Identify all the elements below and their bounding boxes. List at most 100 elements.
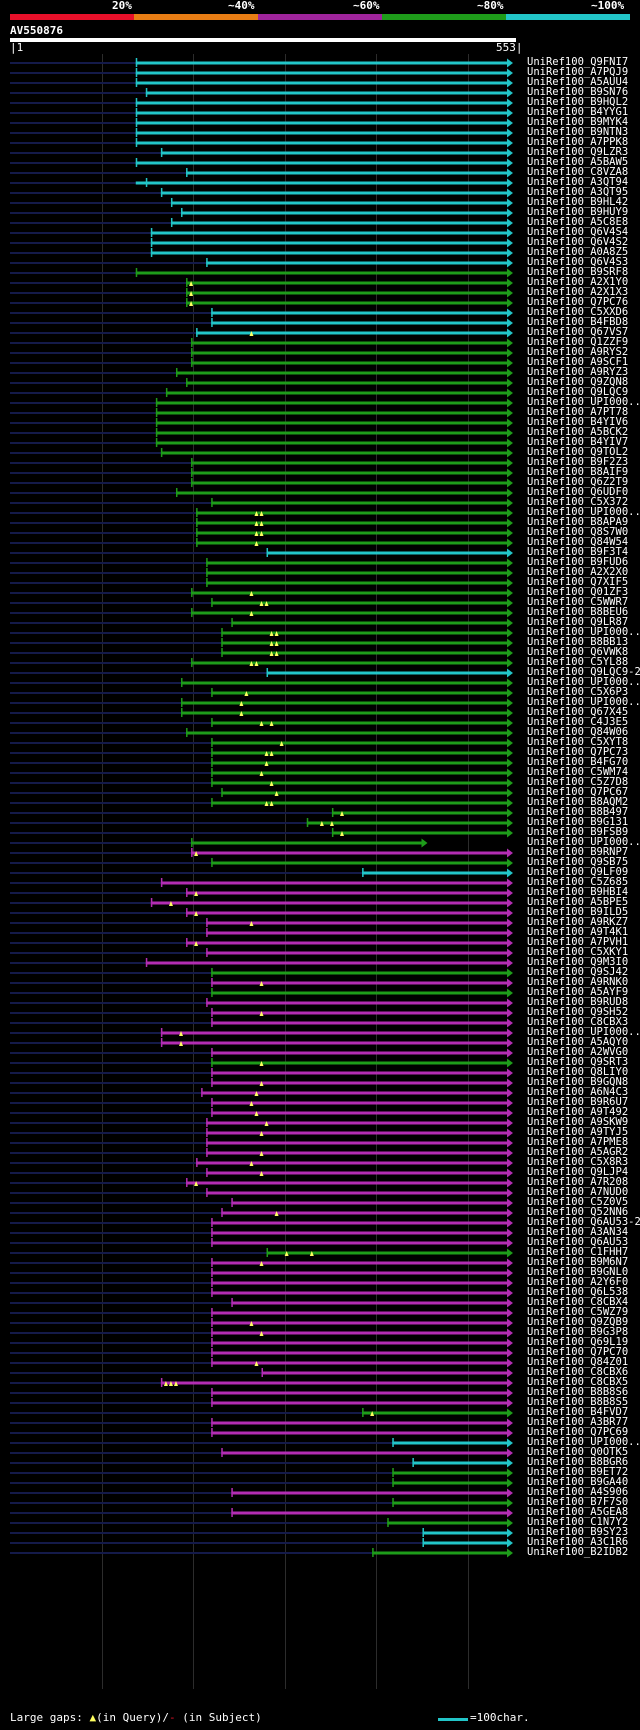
hit-row[interactable]: UniRef100_UPI000.. — [0, 396, 640, 408]
hit-row[interactable]: UniRef100_A7PPK8 — [0, 137, 640, 148]
hit-row[interactable]: UniRef100_Q9TOL2 — [0, 446, 640, 458]
hit-label[interactable]: UniRef100_A2Y6F0 — [527, 1276, 629, 1288]
hit-row[interactable]: UniRef100_A3BR77 — [0, 1417, 640, 1428]
hit-label[interactable]: UniRef100_A5BPE5 — [527, 896, 629, 908]
hit-row[interactable]: UniRef100_B9R6U7 — [0, 1097, 640, 1108]
hit-row[interactable]: UniRef100_B9ET72 — [0, 1467, 640, 1478]
hit-label[interactable]: UniRef100_C5Z0V5 — [527, 1196, 629, 1208]
hit-label[interactable]: UniRef100_Q84W54 — [527, 536, 629, 548]
hit-label[interactable]: UniRef100_Q9SH52 — [527, 1006, 629, 1018]
hit-label[interactable]: UniRef100_C5Z685 — [527, 876, 629, 888]
hit-row[interactable]: UniRef100_Q69L19 — [0, 1337, 640, 1348]
hit-label[interactable]: UniRef100_A2X2X0 — [527, 566, 629, 578]
hit-label[interactable]: UniRef100_B9F3T4 — [527, 546, 629, 558]
hit-row[interactable]: UniRef100_Q9ZQB9 — [0, 1317, 640, 1328]
hit-row[interactable]: UniRef100_Q7PC76 — [0, 297, 640, 308]
hit-row[interactable]: UniRef100_C5XKY1 — [0, 947, 640, 958]
hit-label[interactable]: UniRef100_B8BB13 — [527, 636, 629, 648]
hit-row[interactable]: UniRef100_B9NTN3 — [0, 127, 640, 138]
hit-row[interactable]: UniRef100_A7PQJ9 — [0, 67, 640, 78]
hit-label[interactable]: UniRef100_B4YYG1 — [527, 106, 629, 118]
hit-row[interactable]: UniRef100_B9HQL2 — [0, 97, 640, 108]
hit-row[interactable]: UniRef100_C5XXD6 — [0, 306, 640, 318]
hit-label[interactable]: UniRef100_A3QT94 — [527, 176, 629, 188]
hit-label[interactable]: UniRef100_C5X372 — [527, 496, 629, 508]
hit-row[interactable]: UniRef100_A5AGR2 — [0, 1147, 640, 1158]
hit-row[interactable]: UniRef100_Q9LJP4 — [0, 1166, 640, 1178]
hit-label[interactable]: UniRef100_B4FBD8 — [527, 316, 629, 328]
hit-row[interactable]: UniRef100_B8AQM2 — [0, 797, 640, 808]
hit-label[interactable]: UniRef100_C5WM74 — [527, 766, 629, 778]
hit-label[interactable]: UniRef100_A0A8Z5 — [527, 246, 629, 258]
hit-row[interactable]: UniRef100_Q6UDF0 — [0, 487, 640, 498]
hit-row[interactable]: UniRef100_Q9SB75 — [0, 857, 640, 868]
hit-row[interactable]: UniRef100_C5X6P3 — [0, 686, 640, 698]
hit-row[interactable]: UniRef100_C8CBX4 — [0, 1296, 640, 1308]
hit-label[interactable]: UniRef100_Q9TOL2 — [527, 446, 629, 458]
hit-label[interactable]: UniRef100_A9SKW9 — [527, 1116, 629, 1128]
hit-label[interactable]: UniRef100_Q6AU53 — [527, 1236, 629, 1248]
hit-row[interactable]: UniRef100_B9SRF8 — [0, 266, 640, 278]
hit-label[interactable]: UniRef100_B4FVD7 — [527, 1406, 629, 1418]
hit-label[interactable]: UniRef100_Q1ZZF9 — [527, 336, 629, 348]
hit-label[interactable]: UniRef100_Q8S7W0 — [527, 526, 629, 538]
hit-row[interactable]: UniRef100_B9GA40 — [0, 1477, 640, 1488]
hit-label[interactable]: UniRef100_B2IDB2 — [527, 1546, 629, 1558]
hit-label[interactable]: UniRef100_C5X8R3 — [527, 1156, 629, 1168]
hit-row[interactable]: UniRef100_Q6VWK8 — [0, 647, 640, 658]
hit-row[interactable]: UniRef100_A5AUU4 — [0, 77, 640, 88]
hit-label[interactable]: UniRef100_C8CBX4 — [527, 1296, 629, 1308]
hit-row[interactable]: UniRef100_C5X8R3 — [0, 1156, 640, 1168]
hit-row[interactable]: UniRef100_C5WZ79 — [0, 1307, 640, 1318]
hit-row[interactable]: UniRef100_B9RNP7 — [0, 847, 640, 858]
hit-label[interactable]: UniRef100_B8B497 — [527, 806, 629, 818]
hit-label[interactable]: UniRef100_Q9LF09 — [527, 866, 629, 878]
hit-label[interactable]: UniRef100_C1N7Y2 — [527, 1516, 629, 1528]
hit-row[interactable]: UniRef100_B2IDB2 — [0, 1546, 640, 1558]
hit-label[interactable]: UniRef100_B9M6N7 — [527, 1256, 629, 1268]
hit-row[interactable]: UniRef100_Q52NN6 — [0, 1207, 640, 1218]
hit-label[interactable]: UniRef100_B9SRF8 — [527, 266, 629, 278]
hit-label[interactable]: UniRef100_UPI000.. — [527, 396, 640, 408]
hit-row[interactable]: UniRef100_B4YIV7 — [0, 437, 640, 448]
hit-row[interactable]: UniRef100_A9TYJ5 — [0, 1127, 640, 1138]
hit-row[interactable]: UniRef100_A6N4C3 — [0, 1087, 640, 1098]
hit-label[interactable]: UniRef100_B7F7S0 — [527, 1496, 629, 1508]
hit-row[interactable]: UniRef100_B4FBD8 — [0, 316, 640, 328]
hit-row[interactable]: UniRef100_B9RUD8 — [0, 997, 640, 1008]
hit-row[interactable]: UniRef100_Q6V4S2 — [0, 237, 640, 248]
hit-label[interactable]: UniRef100_B8B8S6 — [527, 1386, 629, 1398]
hit-row[interactable]: UniRef100_A5AYF9 — [0, 987, 640, 998]
hit-label[interactable]: UniRef100_Q9M3I0 — [527, 956, 629, 968]
hit-row[interactable]: UniRef100_C5WM74 — [0, 766, 640, 778]
hit-row[interactable]: UniRef100_B9HL42 — [0, 197, 640, 208]
hit-label[interactable]: UniRef100_C5XYT8 — [527, 736, 629, 748]
hit-label[interactable]: UniRef100_Q7PC67 — [527, 786, 629, 798]
hit-label[interactable]: UniRef100_B9GNL0 — [527, 1266, 629, 1278]
hit-row[interactable]: UniRef100_B9F3T4 — [0, 546, 640, 558]
hit-label[interactable]: UniRef100_C5X6P3 — [527, 686, 629, 698]
hit-row[interactable]: UniRef100_UPI000.. — [0, 627, 640, 638]
hit-row[interactable]: UniRef100_A9SKW9 — [0, 1116, 640, 1128]
hit-label[interactable]: UniRef100_C5YL88 — [527, 656, 629, 668]
hit-label[interactable]: UniRef100_Q6Z2T9 — [527, 476, 629, 488]
hit-label[interactable]: UniRef100_B9SY23 — [527, 1526, 629, 1538]
hit-label[interactable]: UniRef100_C5XXD6 — [527, 306, 629, 318]
hit-label[interactable]: UniRef100_A3AN34 — [527, 1226, 629, 1238]
hit-row[interactable]: UniRef100_Q9LQC9 — [0, 387, 640, 398]
hit-label[interactable]: UniRef100_Q6L538 — [527, 1286, 629, 1298]
hit-label[interactable]: UniRef100_A7R208 — [527, 1176, 629, 1188]
hit-label[interactable]: UniRef100_A7PME8 — [527, 1136, 629, 1148]
hit-label[interactable]: UniRef100_Q84Z01 — [527, 1356, 629, 1368]
hit-label[interactable]: UniRef100_A5C8E8 — [527, 216, 629, 228]
hit-label[interactable]: UniRef100_A7PVH1 — [527, 936, 629, 948]
hit-row[interactable]: UniRef100_A5AQY0 — [0, 1037, 640, 1048]
hit-row[interactable]: UniRef100_C5XYT8 — [0, 736, 640, 748]
hit-label[interactable]: UniRef100_A2WVG0 — [527, 1046, 629, 1058]
hit-row[interactable]: UniRef100_B9FUD6 — [0, 557, 640, 568]
hit-label[interactable]: UniRef100_A7PT78 — [527, 406, 629, 418]
hit-label[interactable]: UniRef100_Q9LJP4 — [527, 1166, 629, 1178]
hit-row[interactable]: UniRef100_C5Z7D8 — [0, 777, 640, 788]
hit-row[interactable]: UniRef100_A4S906 — [0, 1487, 640, 1498]
hit-row[interactable]: UniRef100_Q67VS7 — [0, 327, 640, 338]
